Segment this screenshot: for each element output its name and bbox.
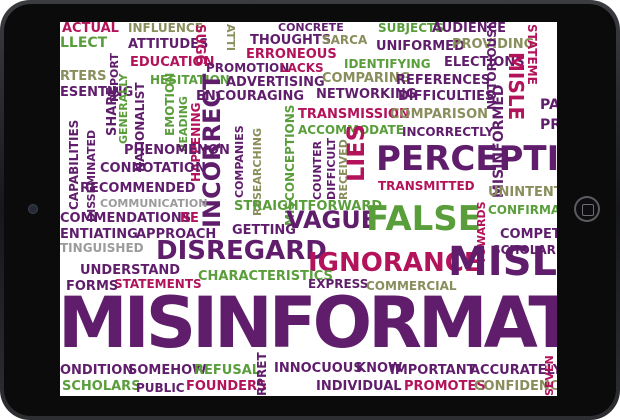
word-cloud-word: TRANSMITTED [378,179,475,193]
word-cloud-word: CHARACTERISTICS [198,269,333,284]
word-cloud-word: COMMUNICATION [100,197,208,210]
word-cloud-word: EDUCATION [130,55,215,70]
word-cloud-word: PA [540,97,557,113]
word-cloud-word: UNDERSTAND [80,263,181,278]
word-cloud-word: RPRET [255,352,269,396]
word-cloud-word: NATIONALIST [133,82,147,172]
word-cloud-word: DIFFICULTIES [398,89,495,104]
word-cloud-word: COUNTER [311,140,324,200]
word-cloud-word: THOUGHTS [250,33,332,48]
word-cloud-word: SARCA [322,33,368,47]
word-cloud-word: ACCURATELY [470,363,557,378]
word-cloud-word: CONFIDENCE [474,379,557,394]
word-cloud-word: INDIVIDUAL [316,379,402,394]
word-cloud-word: EMOTION [163,72,177,136]
word-cloud-word: COMMERCIAL [366,279,457,293]
word-cloud-word: HESITATION [150,73,230,87]
word-cloud-word: PHENOMENON [124,143,230,158]
word-cloud-word: REFERENCES [396,73,491,88]
word-cloud-word: ATTITUDES [128,37,209,52]
word-cloud-word: ONDITION [60,363,134,378]
word-cloud-word: FORMS [66,279,119,294]
word-cloud-screen: ACTUAL INFLUENCE CONCRETE SUBJECTS AUDIE… [60,22,557,396]
word-cloud-word: FALSE [366,199,482,239]
word-cloud-word: TINGUISHED [60,241,144,255]
word-cloud-word: COMPETI [500,227,557,242]
word-cloud-word: PERCEPTION [376,139,557,179]
word-cloud-word: COMPARISON [390,107,489,122]
word-cloud-word: DISSEMINATED [85,129,98,222]
word-cloud-word: INNOCUOUS [274,361,363,376]
word-cloud-word: RECOMMENDED [80,181,196,196]
word-cloud-word: PR [540,117,557,133]
word-cloud-word: ESENTING [60,85,134,100]
word-cloud-word: MISLE [504,52,528,121]
word-cloud-word: RE [180,211,199,226]
word-cloud-word: CONFIRMATI [488,203,557,217]
word-cloud-word: COMPARING [322,71,411,86]
word-cloud-word: IDENTIFYING [344,57,431,71]
word-cloud-word: DIFFICULT [325,137,338,200]
word-cloud-word: RECEIVED [337,139,350,200]
word-cloud-word: MISLEA [448,239,557,285]
word-cloud-word: NETWORKING [316,87,417,102]
word-cloud-word: PUBLIC [136,381,185,395]
word-cloud-word: CONCRETE [278,22,344,34]
word-cloud-word: COMPANIES [233,125,246,198]
word-cloud-word: SHARE [105,86,120,136]
word-cloud-word: UNIFORMED [376,39,465,54]
home-button[interactable] [574,196,600,222]
word-cloud-word: ENCOURAGING [196,89,305,104]
word-cloud-word: CAPABILITIES [67,119,81,210]
word-cloud-word: FOUNDERS [186,379,267,394]
word-cloud-word: LACKS [280,61,324,75]
word-cloud-word: PROMOTES [404,379,486,394]
word-cloud-word: ERRONEOUS [246,47,337,62]
word-cloud-word: UNINTENTIO [488,185,557,200]
word-cloud-word: IMPORTANT [390,363,476,378]
word-cloud-word: PROVIDING [452,37,535,52]
word-cloud-word: TRANSMISSION [298,107,410,122]
word-cloud-word: STRAIGHTFORWARD [234,199,383,214]
word-cloud-word: ACCOMMODATE [298,123,404,137]
word-cloud-word: ADVERTISING [226,75,325,90]
word-cloud-word: STATEMENTS [114,277,202,291]
word-cloud-word: REFUSAL [194,363,261,378]
word-cloud-word: SOMEHOW [128,363,207,378]
word-cloud-word: INFLUENCE [128,22,203,35]
word-cloud-word: CONNOTATION [100,161,206,176]
word-cloud-word: IGNORANCE [308,248,482,278]
word-cloud-word: SCHOLAR [492,243,556,257]
word-cloud-word: LLECT [60,35,108,51]
word-cloud-word: SCHOLARS [62,379,141,394]
word-cloud-word: SEVEN [543,355,556,396]
word-cloud-word: ATTI [224,24,237,52]
word-cloud-word: INCORRECTLY [402,125,494,139]
word-cloud-word: VAGUE [286,206,378,234]
word-cloud-word: DISREGARD [156,236,327,266]
word-cloud-word: AUDIENCE [432,22,507,36]
camera-icon [29,205,37,213]
word-cloud-word: SUBJECTS [378,22,444,35]
word-cloud-word: ENTIATING [60,227,138,242]
word-cloud-word: ACTUAL [62,22,119,36]
word-cloud-word: ELECTIONS [444,55,525,70]
word-cloud-word: KNOW [356,361,403,376]
word-cloud-word: APPROACH [136,227,217,242]
word-cloud-word: PROMOTION [206,61,290,75]
word-cloud-word-main: MISINFORMATION [60,282,557,364]
word-cloud-word: EXPRESS [308,277,369,291]
word-cloud-word: COMMENDATIONS [60,211,192,226]
word-cloud-word: GETTING [232,223,296,238]
word-cloud-word: RTERS [60,69,107,84]
